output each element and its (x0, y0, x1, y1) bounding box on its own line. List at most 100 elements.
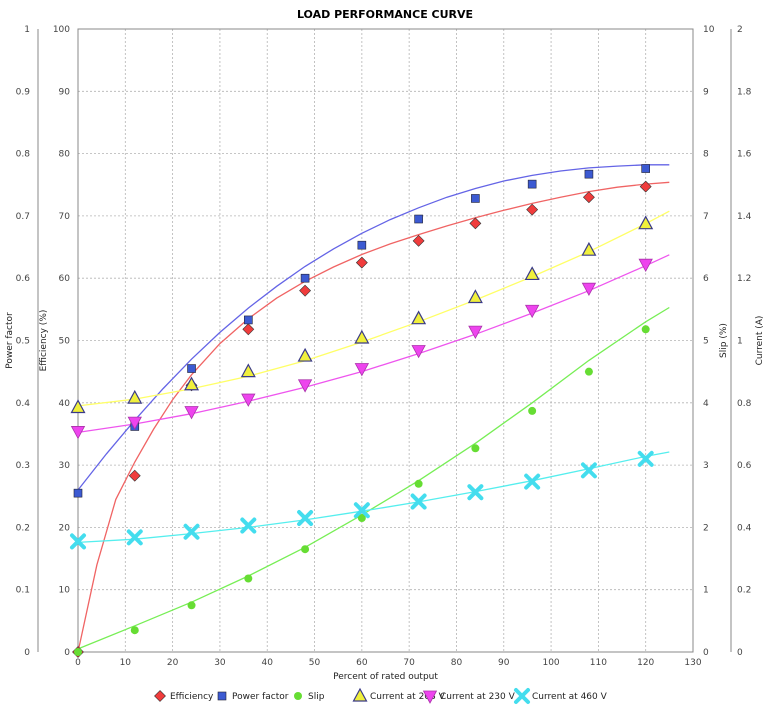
current-tick-label: 1 (737, 337, 743, 347)
x-tick-label: 20 (167, 658, 179, 668)
current-at-230-v-point (524, 304, 540, 319)
current-at-460-v-point-stroke (580, 462, 597, 479)
power-factor-tick-label: 0.3 (16, 461, 30, 471)
power-factor-point (187, 364, 196, 373)
legend-efficiency-label: Efficiency (170, 692, 214, 702)
power-factor-tick-label: 0.2 (16, 523, 30, 533)
current-at-230-v-fit-line (77, 254, 670, 434)
power-factor-point (527, 179, 537, 189)
efficiency-point (128, 469, 141, 482)
legend-current-at-208-v-label: Current at 208 V (370, 692, 446, 702)
current-at-230-v-point (354, 363, 370, 377)
current-at-230-v-point (184, 406, 199, 420)
current-at-460-v-point (410, 493, 427, 510)
current-tick-label: 0.4 (737, 523, 752, 533)
slip-tick-label: 8 (703, 150, 709, 160)
current-tick-label: 2 (737, 25, 743, 35)
current-tick-label: 0.8 (737, 399, 752, 409)
legend-power-factor-label: Power factor (232, 692, 289, 702)
slip-tick-label: 5 (703, 337, 709, 347)
current-axis-label: Current (A) (755, 316, 765, 366)
current-at-460-v-point (580, 462, 597, 479)
slip-point (357, 514, 366, 523)
slip-point (641, 325, 650, 334)
efficiency-tick-label: 70 (59, 212, 71, 222)
current-at-460-v-point-stroke (183, 523, 200, 540)
power-factor-tick-label: 0.1 (16, 586, 30, 596)
current-at-460-v-point (126, 529, 143, 546)
efficiency-point (469, 217, 482, 230)
current-at-460-v-point-stroke (70, 533, 86, 550)
x-tick-label: 10 (120, 658, 132, 668)
current-at-460-v-point-stroke (467, 484, 484, 501)
current-at-460-v-fit-line (77, 451, 670, 544)
power-factor-point (73, 488, 83, 498)
axis-ticks: 0 10 20 30 40 50 60 70 80 90 100 110 120 13000.10.20.… (16, 25, 752, 668)
current-at-230-v-point (468, 325, 483, 339)
slip-point (301, 545, 310, 554)
power-factor-point (357, 240, 367, 250)
current-at-208-v-point (638, 215, 654, 230)
current-tick-label: 0 (737, 648, 743, 658)
data-points (70, 164, 654, 658)
slip-tick-label: 1 (703, 586, 709, 596)
current-at-460-v-point (297, 510, 314, 527)
x-tick-label: 80 (451, 658, 463, 668)
current-at-230-v-point (70, 426, 86, 440)
efficiency-fit-line (77, 181, 670, 653)
power-factor-tick-label: 0.4 (16, 399, 31, 409)
slip-point (414, 479, 423, 488)
grid-lines (78, 29, 693, 652)
x-tick-label: 110 (590, 658, 607, 668)
current-at-208-v-point (127, 389, 143, 404)
power-factor-tick-label: 0.9 (16, 87, 31, 97)
current-at-208-v-point (240, 363, 256, 378)
current-at-230-v-point (127, 416, 142, 430)
power-factor-tick-label: 0.7 (16, 212, 30, 222)
x-axis-label: Percent of rated output (333, 672, 438, 682)
legend-slip-marker (294, 692, 302, 700)
current-at-230-v-point (297, 379, 313, 393)
efficiency-tick-label: 60 (59, 274, 71, 284)
power-factor-tick-label: 0.6 (16, 274, 31, 284)
current-at-460-v-point (183, 523, 200, 540)
power-factor-point (244, 315, 253, 325)
current-at-460-v-point-stroke (353, 502, 370, 519)
slip-point (584, 367, 593, 376)
efficiency-point (412, 234, 425, 247)
efficiency-tick-label: 40 (59, 399, 71, 409)
current-at-208-v-point (467, 289, 483, 304)
efficiency-axis-label: Efficiency (%) (39, 310, 49, 372)
efficiency-tick-label: 0 (64, 648, 70, 658)
current-tick-label: 1.6 (737, 150, 752, 160)
current-at-230-v-point (581, 282, 597, 297)
power-factor-point (471, 194, 480, 203)
slip-tick-label: 9 (703, 87, 709, 97)
x-tick-label: 130 (684, 658, 701, 668)
current-at-460-v-point (637, 450, 654, 467)
efficiency-point (639, 180, 652, 193)
current-tick-label: 1.4 (737, 212, 752, 222)
legend-efficiency-marker (154, 690, 166, 702)
legend-slip-label: Slip (308, 692, 325, 702)
slip-tick-label: 10 (703, 25, 715, 35)
efficiency-tick-label: 10 (59, 586, 71, 596)
efficiency-tick-label: 50 (59, 337, 71, 347)
current-at-208-v-point (524, 266, 540, 281)
slip-tick-label: 4 (703, 399, 709, 409)
efficiency-point (242, 323, 255, 336)
current-tick-label: 0.2 (737, 586, 751, 596)
current-at-460-v-point (353, 502, 370, 519)
current-at-460-v-point-stroke (297, 510, 314, 527)
x-tick-label: 70 (403, 658, 415, 668)
current-at-208-v-point (184, 376, 200, 391)
legend-current-at-460-v-label: Current at 460 V (532, 692, 608, 702)
slip-point (187, 601, 196, 610)
legend-current-at-208-v-marker (352, 687, 368, 702)
x-tick-label: 90 (498, 658, 510, 668)
x-tick-label: 120 (637, 658, 654, 668)
slip-point (471, 444, 480, 453)
current-at-230-v-point (241, 393, 256, 407)
slip-tick-label: 6 (703, 274, 709, 284)
